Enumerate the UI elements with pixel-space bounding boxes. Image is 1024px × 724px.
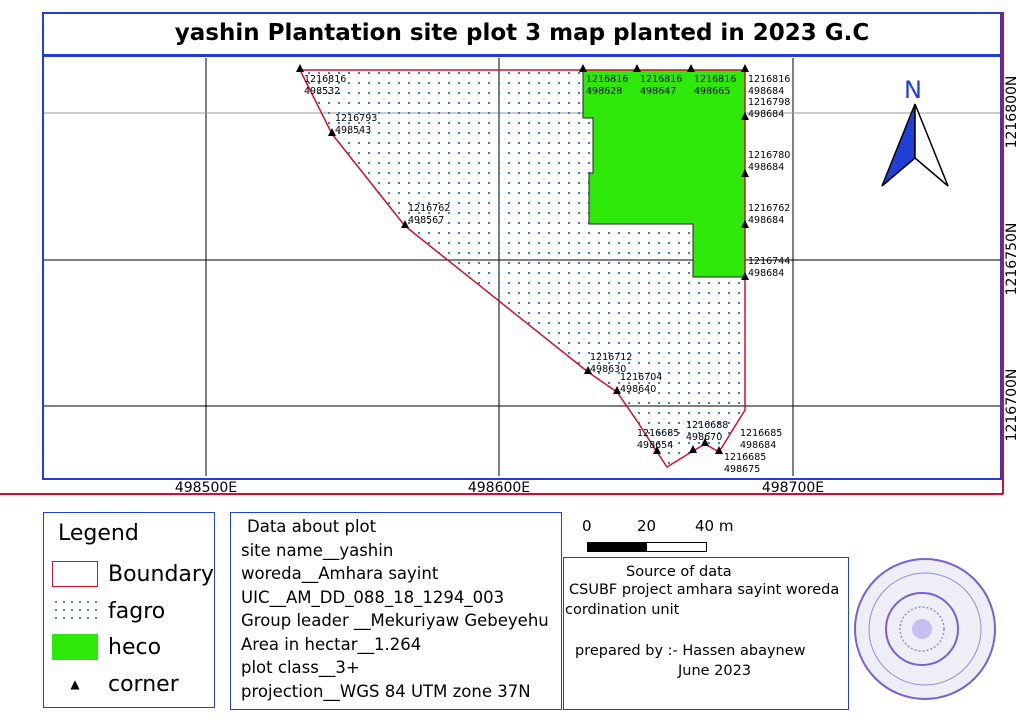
north-label: N (904, 76, 922, 104)
source-heading: Source of data (626, 564, 732, 580)
scale-label: 20 (637, 517, 657, 535)
plot-info-line: site name__yashin (241, 540, 394, 560)
corner-easting-label: 498684 (748, 109, 784, 120)
corner-easting-label: 498675 (724, 464, 760, 475)
northing-label: 1216800N (1004, 75, 1020, 149)
plot-info-line: woreda__Amhara sayint (241, 564, 439, 583)
corner-triangle-icon (741, 169, 749, 177)
corner-northing-label: 1216816 (304, 74, 346, 85)
official-stamp (854, 558, 996, 700)
map-title: yashin Plantation site plot 3 map plante… (44, 14, 1000, 57)
corner-triangle-icon (633, 64, 641, 72)
legend-label: fagro (108, 598, 166, 624)
legend: Legend Boundary fagro heco ▲ corner (43, 512, 215, 708)
corner-easting-label: 498665 (694, 86, 730, 97)
plot-info-line: UIC__AM_DD_088_18_1294_003 (241, 587, 505, 607)
date: June 2023 (678, 663, 752, 679)
corner-triangle-icon (653, 446, 661, 454)
corner-northing-label: 1216685 (637, 428, 679, 439)
corner-northing-label: 1216685 (724, 452, 766, 463)
corner-triangle-icon (579, 64, 587, 72)
corner-easting-label: 498670 (686, 432, 722, 443)
corner-triangle-icon (687, 64, 695, 72)
corner-easting-label: 498543 (335, 125, 371, 136)
plot-info-heading: Data about plot (247, 517, 377, 536)
easting-label: 498600E (467, 480, 531, 496)
corner-triangle-icon (715, 446, 723, 454)
northing-label: 1216750N (1004, 222, 1020, 296)
neatline-bottom (0, 493, 1003, 495)
corner-easting-label: 498684 (748, 162, 784, 173)
corner-northing-label: 1216685 (740, 428, 782, 439)
corner-northing-label: 1216816 (586, 74, 628, 85)
legend-label: corner (108, 671, 179, 697)
legend-item-boundary: Boundary (52, 561, 214, 587)
triangle-icon: ▲ (70, 677, 80, 691)
corner-triangle-icon (613, 386, 621, 394)
legend-item-heco: heco (52, 634, 161, 660)
plot-info-line: plot class__3+ (241, 658, 360, 677)
legend-label: heco (108, 634, 162, 660)
scale-label: 0 (582, 517, 592, 535)
legend-title: Legend (58, 521, 139, 546)
legend-label: Boundary (108, 561, 214, 587)
corner-triangle-icon (741, 64, 749, 72)
heco-swatch (52, 634, 98, 660)
corner-northing-label: 1216704 (620, 372, 662, 383)
corner-triangle-icon (701, 438, 709, 446)
corner-easting-label: 498684 (740, 440, 776, 451)
corner-northing-label: 1216816 (640, 74, 682, 85)
source-box: Source of data CSUBF project amhara sayi… (563, 557, 849, 710)
source-line: cordination unit (565, 602, 680, 618)
northing-label: 1216700N (1004, 368, 1020, 442)
easting-label: 498500E (174, 480, 238, 496)
plot-info-line: Group leader __Mekuriyaw Gebeyehu (241, 611, 549, 630)
corner-triangle-icon (296, 64, 304, 72)
corner-triangle-icon (741, 112, 749, 120)
corner-northing-label: 1216688 (686, 420, 728, 431)
corner-triangle-icon (689, 445, 697, 453)
scale-bar (587, 542, 707, 552)
boundary-line (298, 69, 746, 469)
corner-northing-label: 1216798 (748, 97, 790, 108)
corner-triangle-icon (401, 220, 409, 228)
corner-triangle-icon (328, 128, 336, 136)
corner-northing-label: 1216762 (408, 203, 450, 214)
corner-easting-label: 498640 (620, 384, 656, 395)
corner-northing-label: 1216816 (748, 74, 790, 85)
legend-item-fagro: fagro (52, 598, 165, 624)
scale-label: 40 m (695, 517, 734, 535)
legend-item-corner: ▲ corner (52, 671, 179, 697)
corner-northing-label: 1216780 (748, 150, 790, 161)
corner-easting-label: 498628 (586, 86, 622, 97)
map-canvas: 1216816498532121679349854312167624985671… (44, 58, 1000, 476)
corner-northing-label: 1216744 (748, 256, 790, 267)
map-frame (42, 12, 1002, 480)
corner-easting-label: 498654 (637, 440, 673, 451)
fagro-swatch (52, 598, 98, 624)
north-arrow-icon (881, 103, 949, 187)
corner-northing-label: 1216712 (590, 352, 632, 363)
corner-easting-label: 498684 (748, 86, 784, 97)
prepared-by: prepared by :- Hassen abaynew (575, 643, 806, 659)
boundary-swatch (52, 561, 98, 587)
plot-info-box: Data about plot site name__yashin woreda… (230, 512, 562, 710)
corner-easting-label: 498532 (304, 86, 340, 97)
corner-easting-label: 498684 (748, 215, 784, 226)
source-line: CSUBF project amhara sayint woreda (569, 582, 840, 598)
corner-easting-label: 498567 (408, 215, 444, 226)
corner-easting-label: 498630 (590, 364, 626, 375)
corner-northing-label: 1216793 (335, 113, 377, 124)
corner-triangle-icon (741, 272, 749, 280)
corner-triangle-icon (584, 366, 592, 374)
plot-info-line: projection__WGS 84 UTM zone 37N (241, 681, 531, 701)
corner-triangle-icon (741, 220, 749, 228)
corner-northing-label: 1216762 (748, 203, 790, 214)
corner-easting-label: 498684 (748, 268, 784, 279)
corner-easting-label: 498647 (640, 86, 676, 97)
corner-northing-label: 1216816 (694, 74, 736, 85)
neatline-right (1002, 12, 1004, 494)
easting-label: 498700E (761, 480, 825, 496)
plot-info-line: Area in hectar__1.264 (241, 634, 422, 654)
